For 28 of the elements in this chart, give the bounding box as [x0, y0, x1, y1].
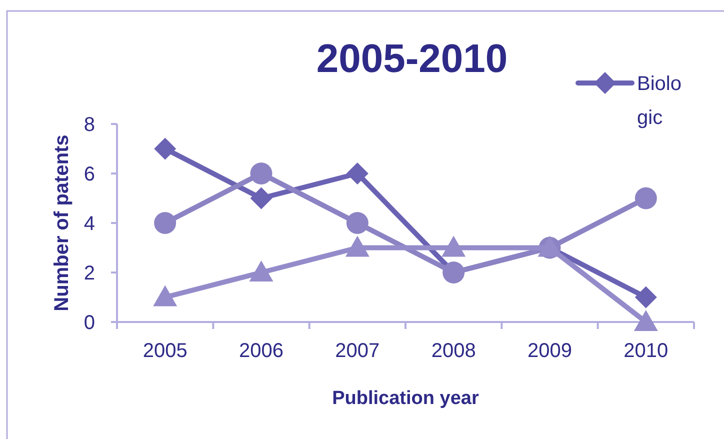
point [154, 138, 176, 160]
point [634, 310, 658, 331]
x-tick-label: 2010 [624, 340, 668, 362]
y-tick-label: 8 [84, 114, 95, 136]
x-tick-label: 2008 [431, 340, 476, 362]
x-tick-label: 2009 [528, 340, 572, 362]
y-tick-label: 0 [84, 312, 95, 334]
chart-title: 2005-2010 [316, 37, 508, 81]
point [153, 285, 178, 306]
point [634, 187, 657, 210]
point [442, 236, 466, 257]
point [250, 162, 272, 184]
y-axis-title: Number of patents [51, 134, 73, 312]
point [250, 187, 272, 210]
x-tick-label: 2007 [335, 340, 380, 362]
point [346, 212, 368, 234]
y-tick-label: 4 [84, 213, 95, 235]
point [634, 286, 657, 308]
y-tick-label: 6 [84, 164, 95, 186]
x-tick-label: 2006 [239, 340, 284, 362]
y-tick-label: 2 [84, 262, 95, 284]
x-axis-title: Publication year [332, 388, 480, 409]
point [346, 162, 368, 184]
x-tick-label: 2005 [142, 340, 188, 362]
point [345, 236, 370, 257]
legend-label: Biologic [637, 73, 682, 129]
point [154, 212, 176, 234]
point [249, 260, 274, 282]
